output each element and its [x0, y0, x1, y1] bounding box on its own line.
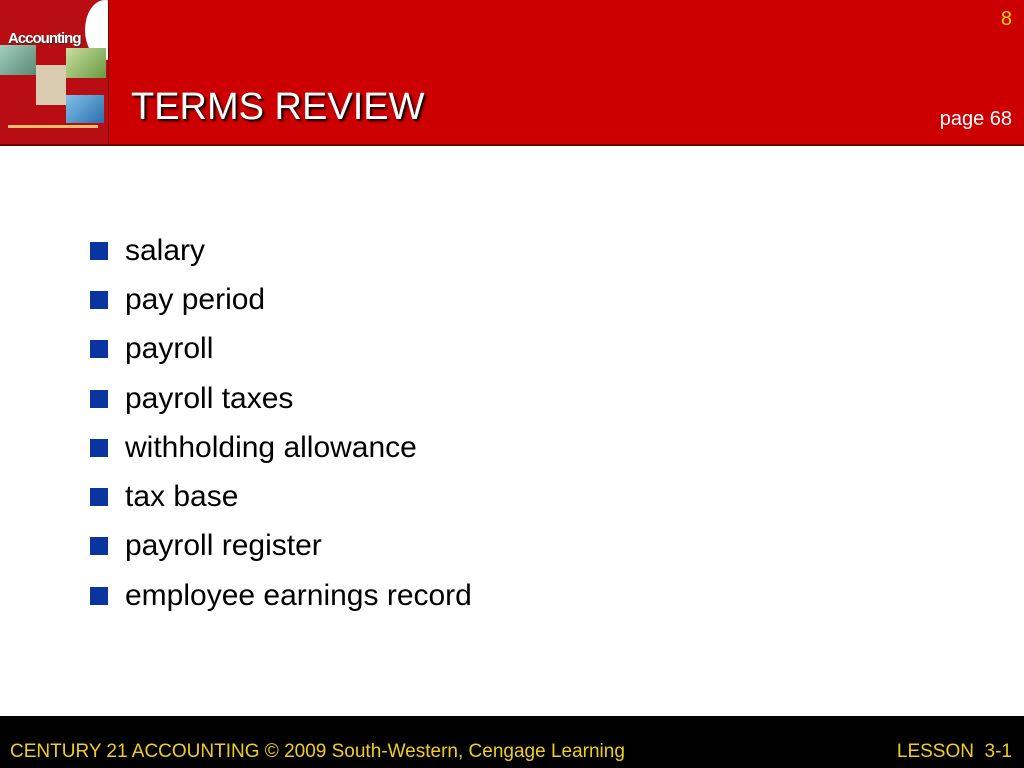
square-bullet-icon — [90, 290, 108, 309]
list-item: salary — [90, 226, 472, 275]
list-item: pay period — [90, 275, 472, 324]
list-item: payroll — [90, 325, 472, 374]
square-bullet-icon — [90, 241, 108, 260]
list-item: employee earnings record — [90, 571, 472, 620]
square-bullet-icon — [90, 438, 108, 457]
slide-header: Accounting TERMS REVIEW 8 page 68 — [0, 0, 1024, 146]
list-item: withholding allowance — [90, 423, 472, 472]
slide-number: 8 — [1000, 8, 1012, 30]
list-item: tax base — [90, 472, 472, 521]
terms-list: salary pay period payroll payroll taxes … — [90, 226, 472, 620]
square-bullet-icon — [90, 586, 108, 605]
book-cover-logo: Accounting — [0, 0, 109, 144]
square-bullet-icon — [90, 389, 108, 408]
slide-footer: CENTURY 21 ACCOUNTING © 2009 South-Weste… — [0, 716, 1024, 768]
copyright-text: CENTURY 21 ACCOUNTING © 2009 South-Weste… — [10, 741, 625, 762]
square-bullet-icon — [90, 488, 108, 507]
page-reference: page 68 — [939, 108, 1012, 130]
list-item: payroll taxes — [90, 374, 472, 423]
slide-title: TERMS REVIEW — [131, 86, 425, 128]
lesson-label: LESSON 3-1 — [896, 741, 1012, 762]
square-bullet-icon — [90, 537, 108, 556]
square-bullet-icon — [90, 340, 108, 359]
list-item: payroll register — [90, 522, 472, 571]
